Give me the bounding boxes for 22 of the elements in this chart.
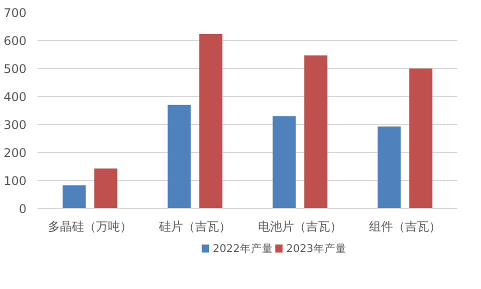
y-tick-label: 500 — [4, 62, 26, 76]
bar — [409, 68, 432, 208]
y-tick-label: 700 — [4, 6, 26, 20]
y-tick-label: 0 — [18, 202, 27, 216]
y-tick-label: 600 — [4, 34, 26, 48]
y-tick-label: 200 — [4, 146, 26, 160]
bar — [304, 55, 328, 208]
x-tick-label: 硅片（吉瓦） — [158, 220, 231, 234]
y-tick-label: 100 — [4, 174, 26, 188]
bar — [378, 126, 401, 208]
bar — [168, 104, 191, 208]
bar — [272, 116, 296, 208]
bar — [94, 168, 118, 208]
y-tick-label: 300 — [4, 118, 26, 132]
bar — [62, 185, 86, 208]
y-tick-label: 400 — [4, 90, 26, 104]
x-tick-label: 电池片（吉瓦） — [258, 220, 342, 234]
x-tick-label: 组件（吉瓦） — [369, 220, 441, 234]
legend-label: 2023年产量 — [286, 242, 346, 255]
bar — [199, 34, 222, 208]
legend-label: 2022年产量 — [212, 242, 273, 255]
x-tick-label: 多晶硅（万吨） — [48, 220, 132, 234]
